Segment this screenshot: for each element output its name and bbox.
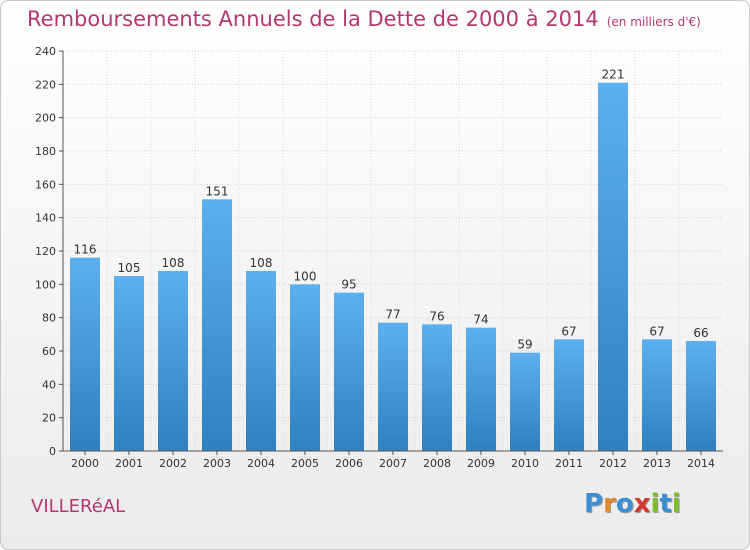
x-tick-label: 2000: [71, 457, 99, 470]
chart-unit: (en milliers d'€): [606, 15, 701, 29]
bar: [466, 327, 496, 451]
proxiti-logo: Proxiti: [584, 489, 681, 519]
x-tick-label: 2010: [511, 457, 539, 470]
commune-name: VILLERéAL: [31, 496, 126, 517]
x-tick-label: 2002: [159, 457, 187, 470]
axes: 0 20 40 60 80 100 120 140 160 180 200 220 240 2000 200…: [35, 45, 723, 470]
bar: [70, 257, 100, 451]
bar-value-label: 67: [649, 324, 664, 338]
bar-value-label: 59: [517, 338, 532, 352]
logo-letter: r: [603, 489, 616, 519]
bar: [510, 352, 540, 451]
x-tick-label: 2014: [687, 457, 715, 470]
y-tick-label: 20: [42, 412, 56, 425]
y-tick-label: 240: [35, 45, 56, 58]
logo-letter: i: [650, 489, 660, 519]
bars: 116 105 108 151 108 100 95 77 76 74 59 67 221 67 66: [70, 68, 716, 452]
y-tick-label: 140: [35, 212, 56, 225]
bar: [202, 199, 232, 451]
bar-value-label: 108: [250, 256, 273, 270]
x-tick-label: 2013: [643, 457, 671, 470]
y-tick-label: 180: [35, 145, 56, 158]
bar-value-label: 116: [74, 243, 97, 257]
x-tick-label: 2009: [467, 457, 495, 470]
x-tick-label: 2012: [599, 457, 627, 470]
bar-value-label: 221: [602, 68, 625, 82]
bar: [422, 324, 452, 451]
x-tick-label: 2004: [247, 457, 275, 470]
logo-letter: i: [671, 489, 681, 519]
y-tick-label: 40: [42, 378, 56, 391]
y-tick-label: 200: [35, 112, 56, 125]
x-tick-label: 2001: [115, 457, 143, 470]
bar-value-label: 77: [385, 308, 400, 322]
y-tick-label: 0: [49, 445, 56, 458]
y-tick-label: 80: [42, 312, 56, 325]
bar: [246, 271, 276, 451]
x-tick-label: 2006: [335, 457, 363, 470]
bar: [598, 82, 628, 452]
bar-value-label: 108: [162, 256, 185, 270]
x-tick-label: 2003: [203, 457, 231, 470]
chart-title: Remboursements Annuels de la Dette de 20…: [27, 7, 701, 31]
y-tick-label: 60: [42, 345, 56, 358]
y-tick-label: 120: [35, 245, 56, 258]
chart-title-text: Remboursements Annuels de la Dette de 20…: [27, 7, 599, 31]
bar-value-label: 66: [693, 326, 708, 340]
bar: [686, 341, 716, 451]
bar: [158, 271, 188, 451]
bar: [378, 322, 408, 451]
x-tick-label: 2011: [555, 457, 583, 470]
bar-value-label: 100: [294, 269, 317, 283]
logo-letter: t: [659, 489, 672, 519]
x-tick-label: 2008: [423, 457, 451, 470]
bar: [334, 292, 364, 451]
x-tick-label: 2007: [379, 457, 407, 470]
bar-value-label: 74: [473, 313, 488, 327]
logo-letter: x: [633, 489, 651, 519]
logo-letter: P: [584, 489, 604, 519]
bar-value-label: 67: [561, 324, 576, 338]
y-tick-label: 100: [35, 278, 56, 291]
y-tick-label: 220: [35, 78, 56, 91]
bar: [642, 339, 672, 451]
bar-value-label: 95: [341, 278, 356, 292]
x-tick-label: 2005: [291, 457, 319, 470]
bar: [114, 276, 144, 451]
bar-value-label: 76: [429, 309, 444, 323]
bar: [554, 339, 584, 451]
bar: [290, 284, 320, 451]
y-tick-label: 160: [35, 178, 56, 191]
logo-letter: o: [615, 489, 634, 519]
bar-value-label: 151: [206, 184, 229, 198]
bar-value-label: 105: [118, 261, 141, 275]
